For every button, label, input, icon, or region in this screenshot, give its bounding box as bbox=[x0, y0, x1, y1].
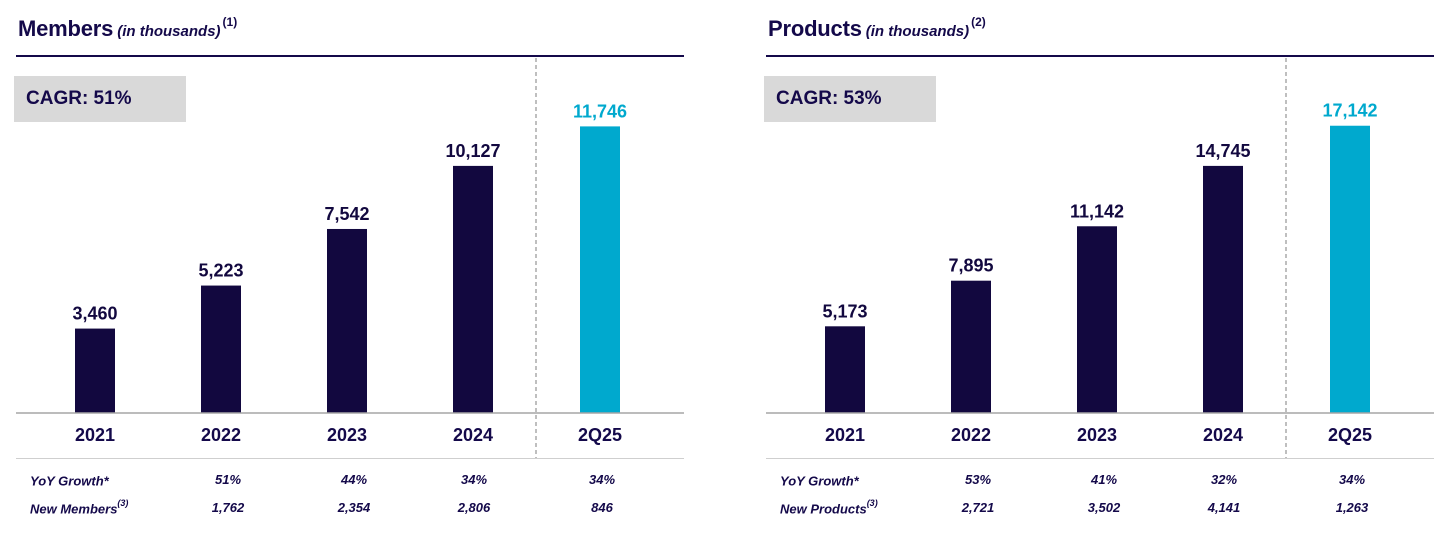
members-category-label-2023: 2023 bbox=[327, 425, 367, 445]
products-yoy-2q25: 34% bbox=[1338, 472, 1366, 487]
members-bar-2023 bbox=[327, 228, 367, 413]
members-title-unit: (in thousands) bbox=[117, 23, 221, 40]
members-new-2024: 2,806 bbox=[457, 500, 491, 515]
members-yoy-2q25: 34% bbox=[588, 472, 616, 487]
products-new-2q25: 1,263 bbox=[1335, 500, 1369, 515]
products-value-label-2023: 11,142 bbox=[1070, 201, 1124, 221]
products-yoy-label: YoY Growth* bbox=[780, 473, 859, 489]
members-table-rule bbox=[16, 458, 684, 459]
members-value-label-2q25: 11,746 bbox=[573, 101, 627, 121]
products-value-label-2024: 14,745 bbox=[1195, 141, 1250, 161]
products-new-label: New Products(3) bbox=[780, 498, 878, 517]
members-bar-2022 bbox=[201, 285, 241, 413]
members-title: Members (in thousands)(1) bbox=[18, 14, 238, 42]
members-new-row: New Members(3) 1,762 2,354 2,806 846 bbox=[14, 498, 684, 520]
products-yoy-row: YoY Growth* 53% 41% 32% 34% bbox=[764, 472, 1434, 492]
products-yoy-2024: 32% bbox=[1210, 472, 1238, 487]
products-bar-2q25 bbox=[1330, 125, 1370, 413]
members-bar-2021 bbox=[75, 328, 115, 413]
members-value-label-2022: 5,223 bbox=[198, 261, 243, 281]
products-category-label-2q25: 2Q25 bbox=[1328, 425, 1372, 445]
products-new-2022: 2,721 bbox=[961, 500, 995, 515]
members-new-2022: 1,762 bbox=[211, 500, 245, 515]
products-bar-2024 bbox=[1203, 165, 1243, 413]
members-value-label-2024: 10,127 bbox=[445, 141, 500, 161]
members-category-label-2q25: 2Q25 bbox=[578, 425, 622, 445]
members-bar-2q25 bbox=[580, 126, 620, 414]
members-category-label-2022: 2022 bbox=[201, 425, 241, 445]
members-cagr-badge: CAGR: 51% bbox=[14, 76, 186, 122]
members-yoy-2024: 34% bbox=[460, 472, 488, 487]
products-title-rule bbox=[766, 55, 1434, 57]
members-value-label-2023: 7,542 bbox=[324, 204, 369, 224]
members-bar-2024 bbox=[453, 165, 493, 413]
products-category-label-2022: 2022 bbox=[951, 425, 991, 445]
products-category-label-2024: 2024 bbox=[1203, 425, 1243, 445]
products-new-2023: 3,502 bbox=[1087, 500, 1121, 515]
products-title: Products (in thousands)(2) bbox=[768, 14, 986, 42]
products-bar-2022 bbox=[951, 280, 991, 413]
products-value-label-2022: 7,895 bbox=[948, 256, 993, 276]
products-value-label-2021: 5,173 bbox=[822, 301, 867, 321]
products-bar-2023 bbox=[1077, 226, 1117, 413]
products-value-label-2q25: 17,142 bbox=[1322, 101, 1377, 121]
members-title-footnote: (1) bbox=[222, 14, 238, 29]
members-yoy-row: YoY Growth* 51% 44% 34% 34% bbox=[14, 472, 684, 492]
members-new-2023: 2,354 bbox=[337, 500, 371, 515]
members-bar-chart: 3,460 2021 5,223 2022 7,542 2023 10,127 2024 11,… bbox=[16, 58, 684, 458]
products-title-text: Products bbox=[768, 16, 862, 41]
products-new-2024: 4,141 bbox=[1207, 500, 1241, 515]
products-category-label-2023: 2023 bbox=[1077, 425, 1117, 445]
members-panel: Members (in thousands)(1) CAGR: 51% 3,460… bbox=[14, 0, 684, 547]
members-value-label-2021: 3,460 bbox=[72, 304, 117, 324]
members-category-label-2024: 2024 bbox=[453, 425, 493, 445]
members-yoy-2022: 51% bbox=[214, 472, 242, 487]
members-title-text: Members bbox=[18, 16, 114, 41]
products-bar-2021 bbox=[825, 326, 865, 413]
products-yoy-2023: 41% bbox=[1090, 472, 1118, 487]
products-bar-chart: 5,173 2021 7,895 2022 11,142 2023 14,745 2024 17… bbox=[766, 58, 1434, 458]
members-yoy-2023: 44% bbox=[340, 472, 368, 487]
members-yoy-label: YoY Growth* bbox=[30, 473, 109, 489]
members-new-2q25: 846 bbox=[591, 500, 613, 515]
members-title-rule bbox=[16, 55, 684, 57]
products-panel: Products (in thousands)(2) CAGR: 53% 5,17… bbox=[764, 0, 1434, 547]
products-new-row: New Products(3) 2,721 3,502 4,141 1,263 bbox=[764, 498, 1434, 520]
products-cagr-badge: CAGR: 53% bbox=[764, 76, 936, 122]
products-category-label-2021: 2021 bbox=[825, 425, 865, 445]
members-category-label-2021: 2021 bbox=[75, 425, 115, 445]
products-table-rule bbox=[766, 458, 1434, 459]
products-yoy-2022: 53% bbox=[964, 472, 992, 487]
products-title-unit: (in thousands) bbox=[865, 23, 970, 40]
products-title-footnote: (2) bbox=[971, 14, 986, 29]
members-new-label: New Members(3) bbox=[30, 498, 129, 517]
